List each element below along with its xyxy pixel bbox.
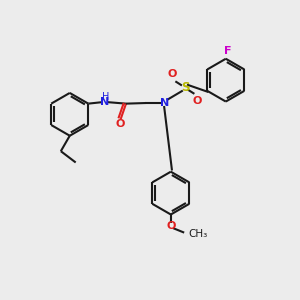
Text: H: H: [101, 92, 109, 102]
Text: F: F: [224, 46, 231, 56]
Text: O: O: [166, 221, 176, 231]
Text: O: O: [193, 96, 202, 106]
Text: N: N: [160, 98, 169, 108]
Text: N: N: [100, 97, 109, 107]
Text: O: O: [168, 69, 177, 79]
Text: O: O: [116, 119, 125, 129]
Text: CH₃: CH₃: [188, 229, 207, 239]
Text: S: S: [181, 81, 189, 94]
